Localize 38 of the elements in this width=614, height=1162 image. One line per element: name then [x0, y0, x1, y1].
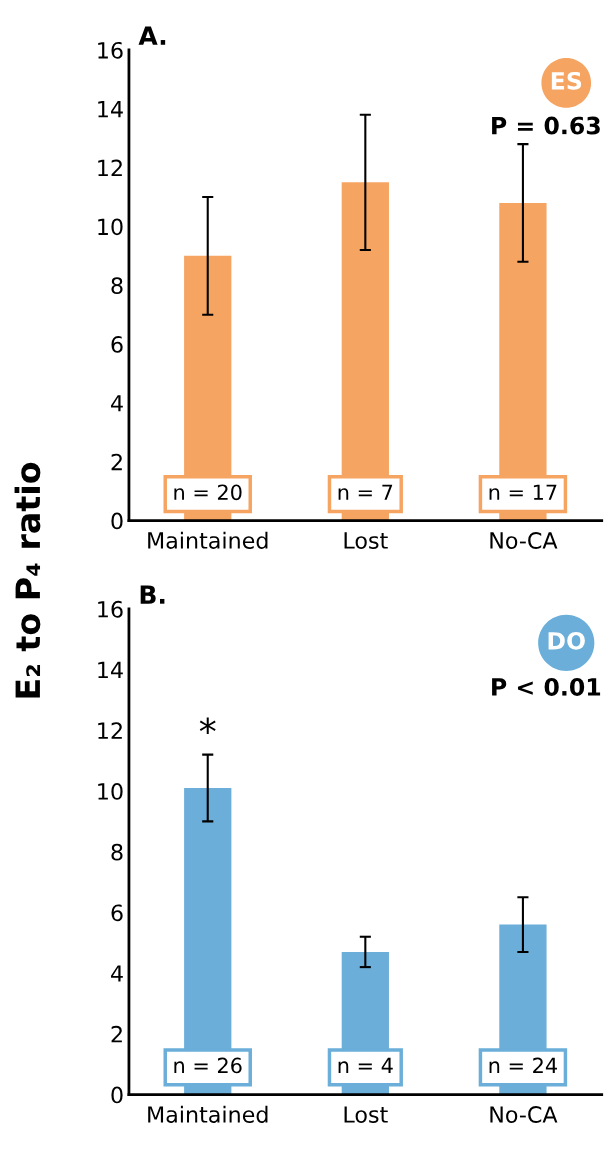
y-tick-label: 14: [98, 661, 123, 679]
annotation: n = 24: [489, 1057, 557, 1074]
annotation: DO: [548, 631, 585, 650]
chart-title: B.: [140, 585, 165, 604]
y-tick-label: 4: [111, 395, 123, 412]
chart-title: A.: [138, 26, 166, 45]
y-tick-label: 8: [111, 277, 123, 295]
annotation: n = 7: [338, 484, 393, 500]
annotation: n = 4: [338, 1057, 393, 1074]
annotation: n = 17: [489, 484, 557, 500]
y-tick-label: 2: [111, 1025, 122, 1043]
annotation: P = 0.63: [492, 116, 600, 135]
y-tick-label: 12: [98, 159, 122, 177]
x-tick-label: Maintained: [148, 1105, 268, 1123]
y-tick-label: 6: [111, 904, 123, 922]
y-axis-title: E₂ to P₄ ratio: [14, 462, 41, 698]
x-tick-label: Lost: [344, 532, 388, 549]
y-tick-label: 10: [98, 218, 123, 236]
y-tick-label: 10: [98, 782, 123, 800]
y-tick-label: 0: [111, 1086, 123, 1104]
annotation: ES: [551, 71, 582, 90]
y-tick-label: 16: [98, 41, 123, 59]
y-tick-label: 16: [98, 600, 123, 618]
y-tick-label: 2: [111, 453, 122, 471]
y-tick-label: 4: [111, 965, 123, 982]
y-tick-label: 6: [111, 336, 123, 353]
annotation: P < 0.01: [492, 678, 601, 696]
y-tick-label: 14: [98, 101, 123, 118]
annotation: *: [199, 717, 216, 734]
x-tick-label: No-CA: [490, 1106, 558, 1123]
y-tick-label: 8: [111, 843, 123, 861]
annotation: n = 20: [174, 484, 242, 501]
y-tick-label: 0: [111, 512, 123, 530]
x-tick-label: No-CA: [490, 532, 558, 549]
x-tick-label: Lost: [344, 1106, 388, 1123]
y-tick-label: 12: [98, 722, 122, 739]
x-tick-label: Maintained: [148, 531, 268, 549]
annotation: n = 26: [174, 1057, 242, 1074]
